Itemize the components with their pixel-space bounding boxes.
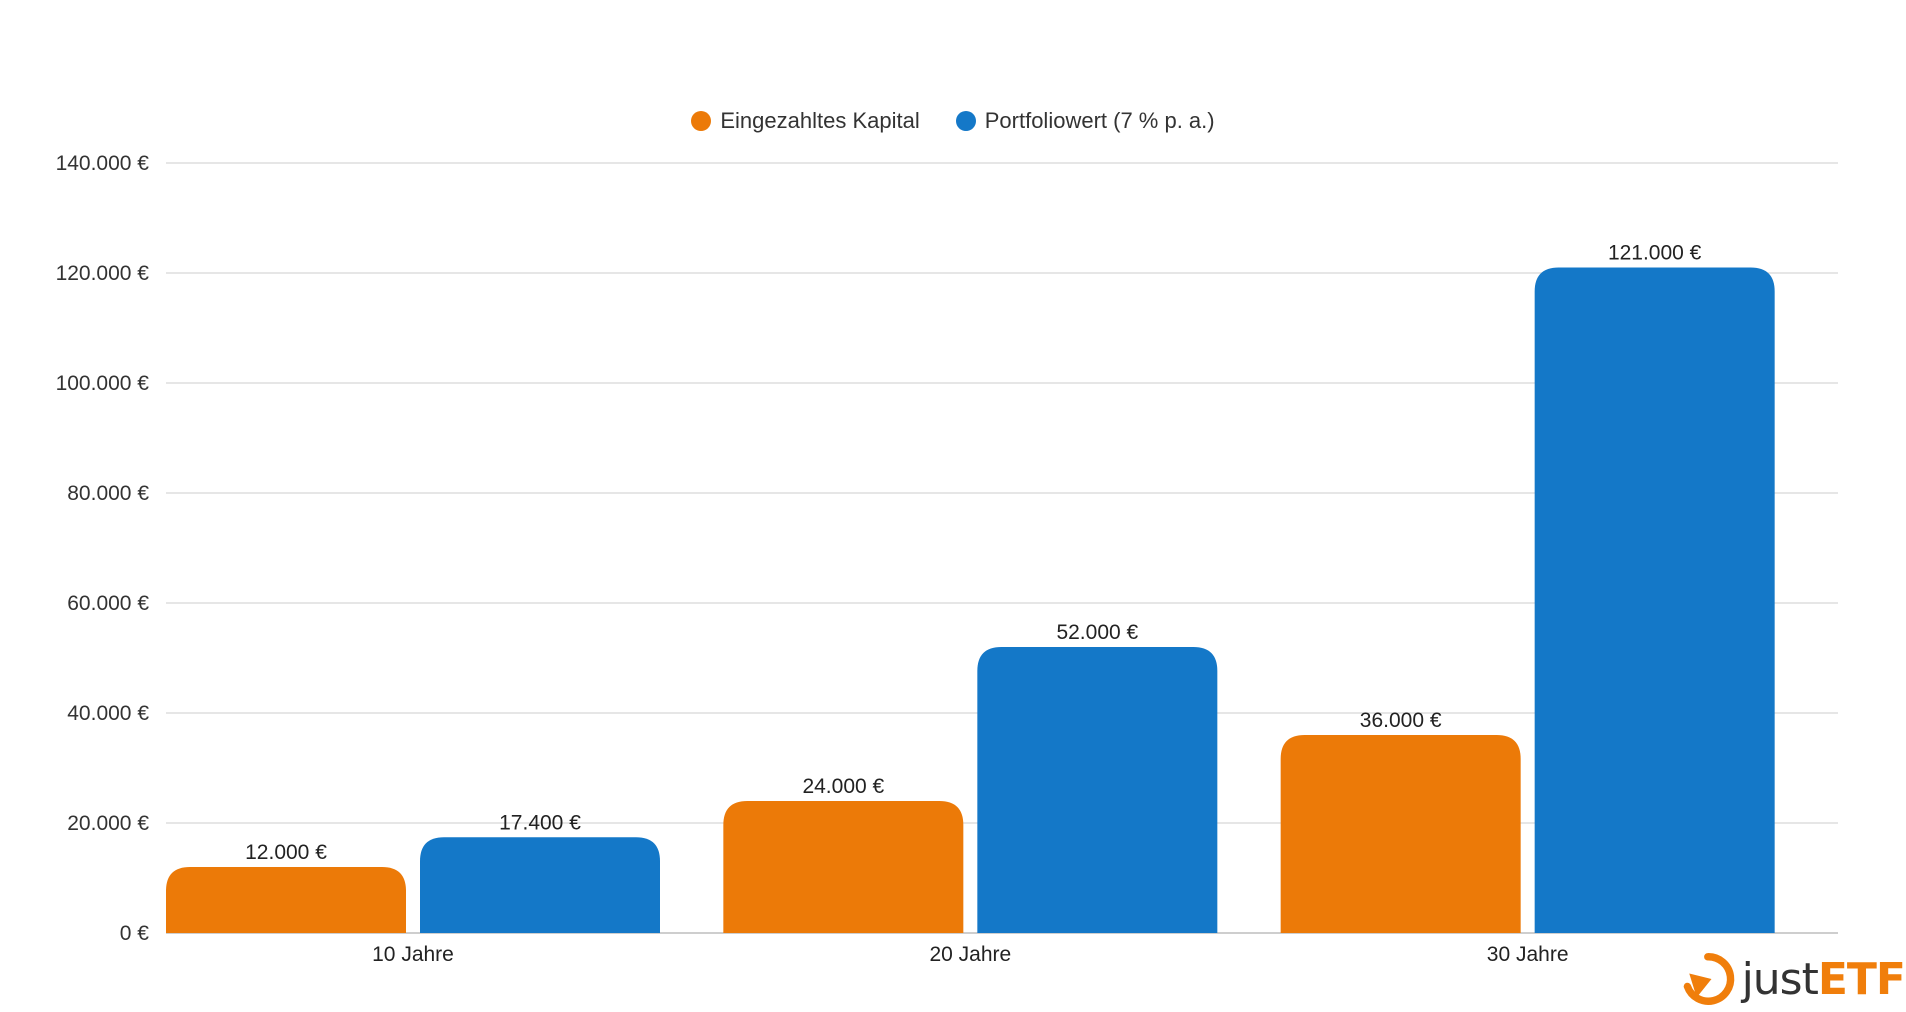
- logo-just: just: [1741, 953, 1819, 1005]
- y-tick-label: 60.000 €: [67, 592, 149, 615]
- y-tick-label: 140.000 €: [56, 152, 150, 175]
- bar-portfolio-value: [1534, 267, 1775, 933]
- legend-item-paid-in-capital[interactable]: Eingezahltes Kapital: [691, 108, 920, 134]
- bar-paid-in-capital: [723, 801, 964, 933]
- y-tick-label: 20.000 €: [67, 812, 149, 835]
- data-label: 24.000 €: [802, 775, 884, 798]
- data-label: 36.000 €: [1360, 709, 1442, 732]
- legend-label: Portfoliowert (7 % p. a.): [984, 108, 1215, 133]
- logo-wordmark: justETF: [1741, 953, 1906, 1005]
- data-label: 121.000 €: [1608, 242, 1702, 265]
- bar-paid-in-capital: [166, 867, 406, 933]
- bar-portfolio-value: [420, 837, 660, 933]
- y-tick-label: 100.000 €: [56, 372, 150, 395]
- legend-item-portfolio-value[interactable]: Portfoliowert (7 % p. a.): [955, 108, 1215, 134]
- data-label: 17.400 €: [499, 811, 581, 834]
- bar-paid-in-capital: [1280, 735, 1521, 933]
- y-tick-label: 80.000 €: [67, 482, 149, 505]
- x-tick-label: 30 Jahre: [1487, 943, 1569, 966]
- logo-etf: ETF: [1817, 953, 1906, 1005]
- x-tick-label: 10 Jahre: [372, 943, 454, 966]
- data-label: 12.000 €: [245, 841, 327, 864]
- bar-portfolio-value: [977, 647, 1218, 933]
- legend-swatch-blue: [955, 111, 976, 131]
- bars: 12.000 € 17.400 € 24.000 € 52.000 € 36.000 €…: [166, 242, 1775, 933]
- chart-legend: Eingezahltes Kapital Portfoliowert (7 % …: [0, 108, 1906, 134]
- x-axis: 10 Jahre 20 Jahre 30 Jahre: [372, 943, 1568, 966]
- justetf-logo-icon: [1683, 953, 1735, 1005]
- y-axis: 0 € 20.000 € 40.000 € 60.000 € 80.000 € 100.0…: [56, 152, 150, 945]
- x-tick-label: 20 Jahre: [929, 943, 1011, 966]
- legend-swatch-orange: [691, 111, 712, 131]
- y-tick-label: 0 €: [120, 922, 150, 945]
- y-tick-label: 120.000 €: [56, 262, 150, 285]
- y-tick-label: 40.000 €: [67, 702, 149, 725]
- justetf-logo: justETF: [1680, 946, 1906, 1012]
- legend-label: Eingezahltes Kapital: [720, 108, 920, 133]
- data-label: 52.000 €: [1056, 621, 1138, 644]
